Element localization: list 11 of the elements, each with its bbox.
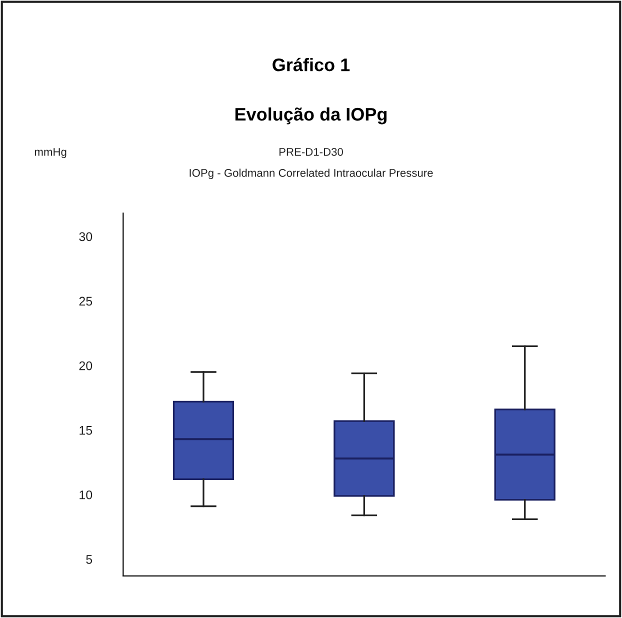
- y-tick-label: 30: [79, 232, 92, 242]
- y-tick-label: 5: [86, 555, 92, 564]
- y-tick-label: 10: [80, 490, 92, 500]
- text: IOPg - Goldmann Correlated Intraocular Pressure: [190, 168, 433, 180]
- y-tick-label: 25: [79, 296, 92, 306]
- y-tick-label: 15: [80, 426, 92, 435]
- text: PRE-D1-D30: [279, 148, 343, 156]
- chart-title: Gráfico 1: [272, 58, 350, 72]
- text: mmHg: [34, 148, 66, 158]
- y-tick-label: 20: [79, 361, 92, 370]
- chart-subtitle: Evolução da IOPg: [235, 107, 387, 124]
